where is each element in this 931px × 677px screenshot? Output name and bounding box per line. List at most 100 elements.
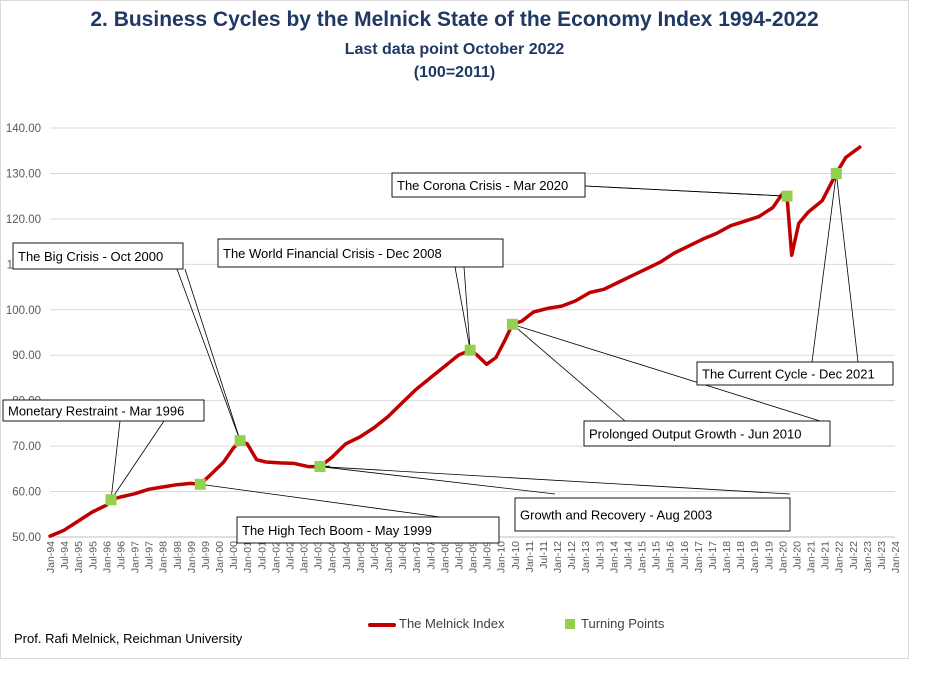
x-tick-label: Jan-01 xyxy=(242,541,254,573)
x-tick-label: Jul-16 xyxy=(679,541,691,570)
x-tick-label: Jul-01 xyxy=(256,541,268,570)
x-tick-label: Jan-19 xyxy=(749,541,761,573)
x-tick-label: Jul-10 xyxy=(510,541,522,570)
y-tick-label: 100.00 xyxy=(6,305,41,317)
x-tick-label: Jan-05 xyxy=(355,541,367,573)
annotation-leader-line xyxy=(584,185,788,197)
annotation-leader-line xyxy=(319,466,791,495)
x-tick-label: Jul-97 xyxy=(144,541,156,570)
chart-subtitle-last-data: Last data point October 2022 xyxy=(344,41,565,58)
legend-series-label: The Melnick Index xyxy=(399,616,505,631)
turning-point-marker xyxy=(314,461,326,473)
turning-point-marker xyxy=(781,190,793,202)
x-tick-label: Jan-00 xyxy=(214,541,226,573)
y-tick-label: 70.00 xyxy=(12,441,41,453)
x-tick-label: Jan-13 xyxy=(580,541,592,573)
x-tick-label: Jan-15 xyxy=(637,541,649,573)
x-tick-label: Jan-24 xyxy=(890,541,902,573)
x-tick-label: Jan-98 xyxy=(158,541,170,573)
x-tick-label: Jul-98 xyxy=(172,541,184,570)
annotation-box xyxy=(514,497,791,532)
x-tick-label: Jul-17 xyxy=(707,541,719,570)
x-tick-label: Jul-05 xyxy=(369,541,381,570)
y-tick-label: 140.00 xyxy=(6,123,41,135)
annotation-box xyxy=(391,172,586,198)
author-credit: Prof. Rafi Melnick, Reichman University xyxy=(14,631,243,646)
x-tick-label: Jan-10 xyxy=(496,541,508,573)
chart-frame xyxy=(0,0,909,659)
x-tick-label: Jul-23 xyxy=(876,541,888,570)
x-tick-label: Jan-94 xyxy=(45,541,57,573)
annotation-box xyxy=(12,242,184,270)
x-tick-label: Jul-20 xyxy=(791,541,803,570)
x-tick-label: Jan-14 xyxy=(608,541,620,573)
y-tick-label: 90.00 xyxy=(12,350,41,362)
x-tick-label: Jul-04 xyxy=(341,541,353,570)
line-chart: 50.0060.0070.0080.0090.00100.00110.00120… xyxy=(2,123,902,573)
x-tick-label: Jan-16 xyxy=(665,541,677,573)
chart-title: 2. Business Cycles by the Melnick State … xyxy=(90,8,819,31)
turning-point-marker xyxy=(234,435,246,447)
x-tick-label: Jan-09 xyxy=(468,541,480,573)
x-tick-label: Jan-17 xyxy=(693,541,705,573)
x-tick-label: Jul-02 xyxy=(284,541,296,570)
x-tick-label: Jul-99 xyxy=(200,541,212,570)
x-tick-label: Jan-20 xyxy=(777,541,789,573)
y-tick-label: 120.00 xyxy=(6,214,41,226)
x-tick-label: Jan-04 xyxy=(327,541,339,573)
x-tick-label: Jul-15 xyxy=(651,541,663,570)
annotation-label: The Corona Crisis - Mar 2020 xyxy=(397,178,568,193)
x-tick-label: Jan-02 xyxy=(270,541,282,573)
turning-point-marker xyxy=(194,478,206,490)
x-tick-label: Jan-06 xyxy=(383,541,395,573)
x-tick-label: Jul-95 xyxy=(87,541,99,570)
annotation-leader-line xyxy=(463,266,471,351)
x-tick-label: Jul-18 xyxy=(735,541,747,570)
annotation-box xyxy=(2,399,205,422)
x-tick-label: Jul-96 xyxy=(115,541,127,570)
x-tick-label: Jan-96 xyxy=(101,541,113,573)
x-tick-label: Jan-03 xyxy=(299,541,311,573)
x-tick-label: Jul-12 xyxy=(566,541,578,570)
annotation-box xyxy=(217,238,504,268)
x-tick-label: Jul-14 xyxy=(622,541,634,570)
annotation-leader-line xyxy=(811,173,837,363)
annotation-leader-line xyxy=(319,466,556,495)
x-tick-label: Jul-22 xyxy=(848,541,860,570)
annotation-leader-line xyxy=(184,268,241,441)
y-tick-label: 50.00 xyxy=(12,532,41,544)
annotation-leader-line xyxy=(835,173,859,363)
annotation-leader-line xyxy=(110,420,121,500)
turning-point-marker xyxy=(464,344,476,356)
x-tick-label: Jan-22 xyxy=(834,541,846,573)
annotation-leader-line xyxy=(512,324,626,422)
annotation-label: The Current Cycle - Dec 2021 xyxy=(702,367,875,382)
annotation-leader-line xyxy=(512,323,821,422)
x-tick-label: Jan-18 xyxy=(721,541,733,573)
x-tick-label: Jul-19 xyxy=(763,541,775,570)
x-tick-label: Jan-99 xyxy=(186,541,198,573)
annotation-leader-line xyxy=(176,268,241,441)
x-tick-label: Jan-21 xyxy=(806,541,818,573)
x-tick-label: Jan-95 xyxy=(73,541,85,573)
series-line-melnick-index xyxy=(48,145,862,538)
x-tick-label: Jul-00 xyxy=(228,541,240,570)
annotation-label: Growth and Recovery - Aug 2003 xyxy=(520,508,712,523)
x-tick-label: Jul-11 xyxy=(538,541,550,569)
x-tick-label: Jul-06 xyxy=(397,541,409,570)
legend-line-swatch xyxy=(368,623,396,627)
annotation-label: The World Financial Crisis - Dec 2008 xyxy=(223,246,442,261)
annotation-box xyxy=(696,361,894,386)
x-tick-label: Jul-21 xyxy=(820,541,832,570)
annotation-label: Monetary Restraint - Mar 1996 xyxy=(8,404,184,419)
annotation-leader-line xyxy=(454,266,471,351)
annotation-leader-line xyxy=(200,483,441,518)
y-tick-label: 60.00 xyxy=(12,487,41,499)
turning-point-marker xyxy=(105,494,117,506)
x-tick-label: Jul-08 xyxy=(453,541,465,570)
y-tick-label: 130.00 xyxy=(6,168,41,180)
x-tick-label: Jan-11 xyxy=(524,541,536,572)
x-tick-label: Jan-23 xyxy=(862,541,874,573)
turning-point-marker xyxy=(830,167,842,179)
x-tick-label: Jan-12 xyxy=(552,541,564,573)
